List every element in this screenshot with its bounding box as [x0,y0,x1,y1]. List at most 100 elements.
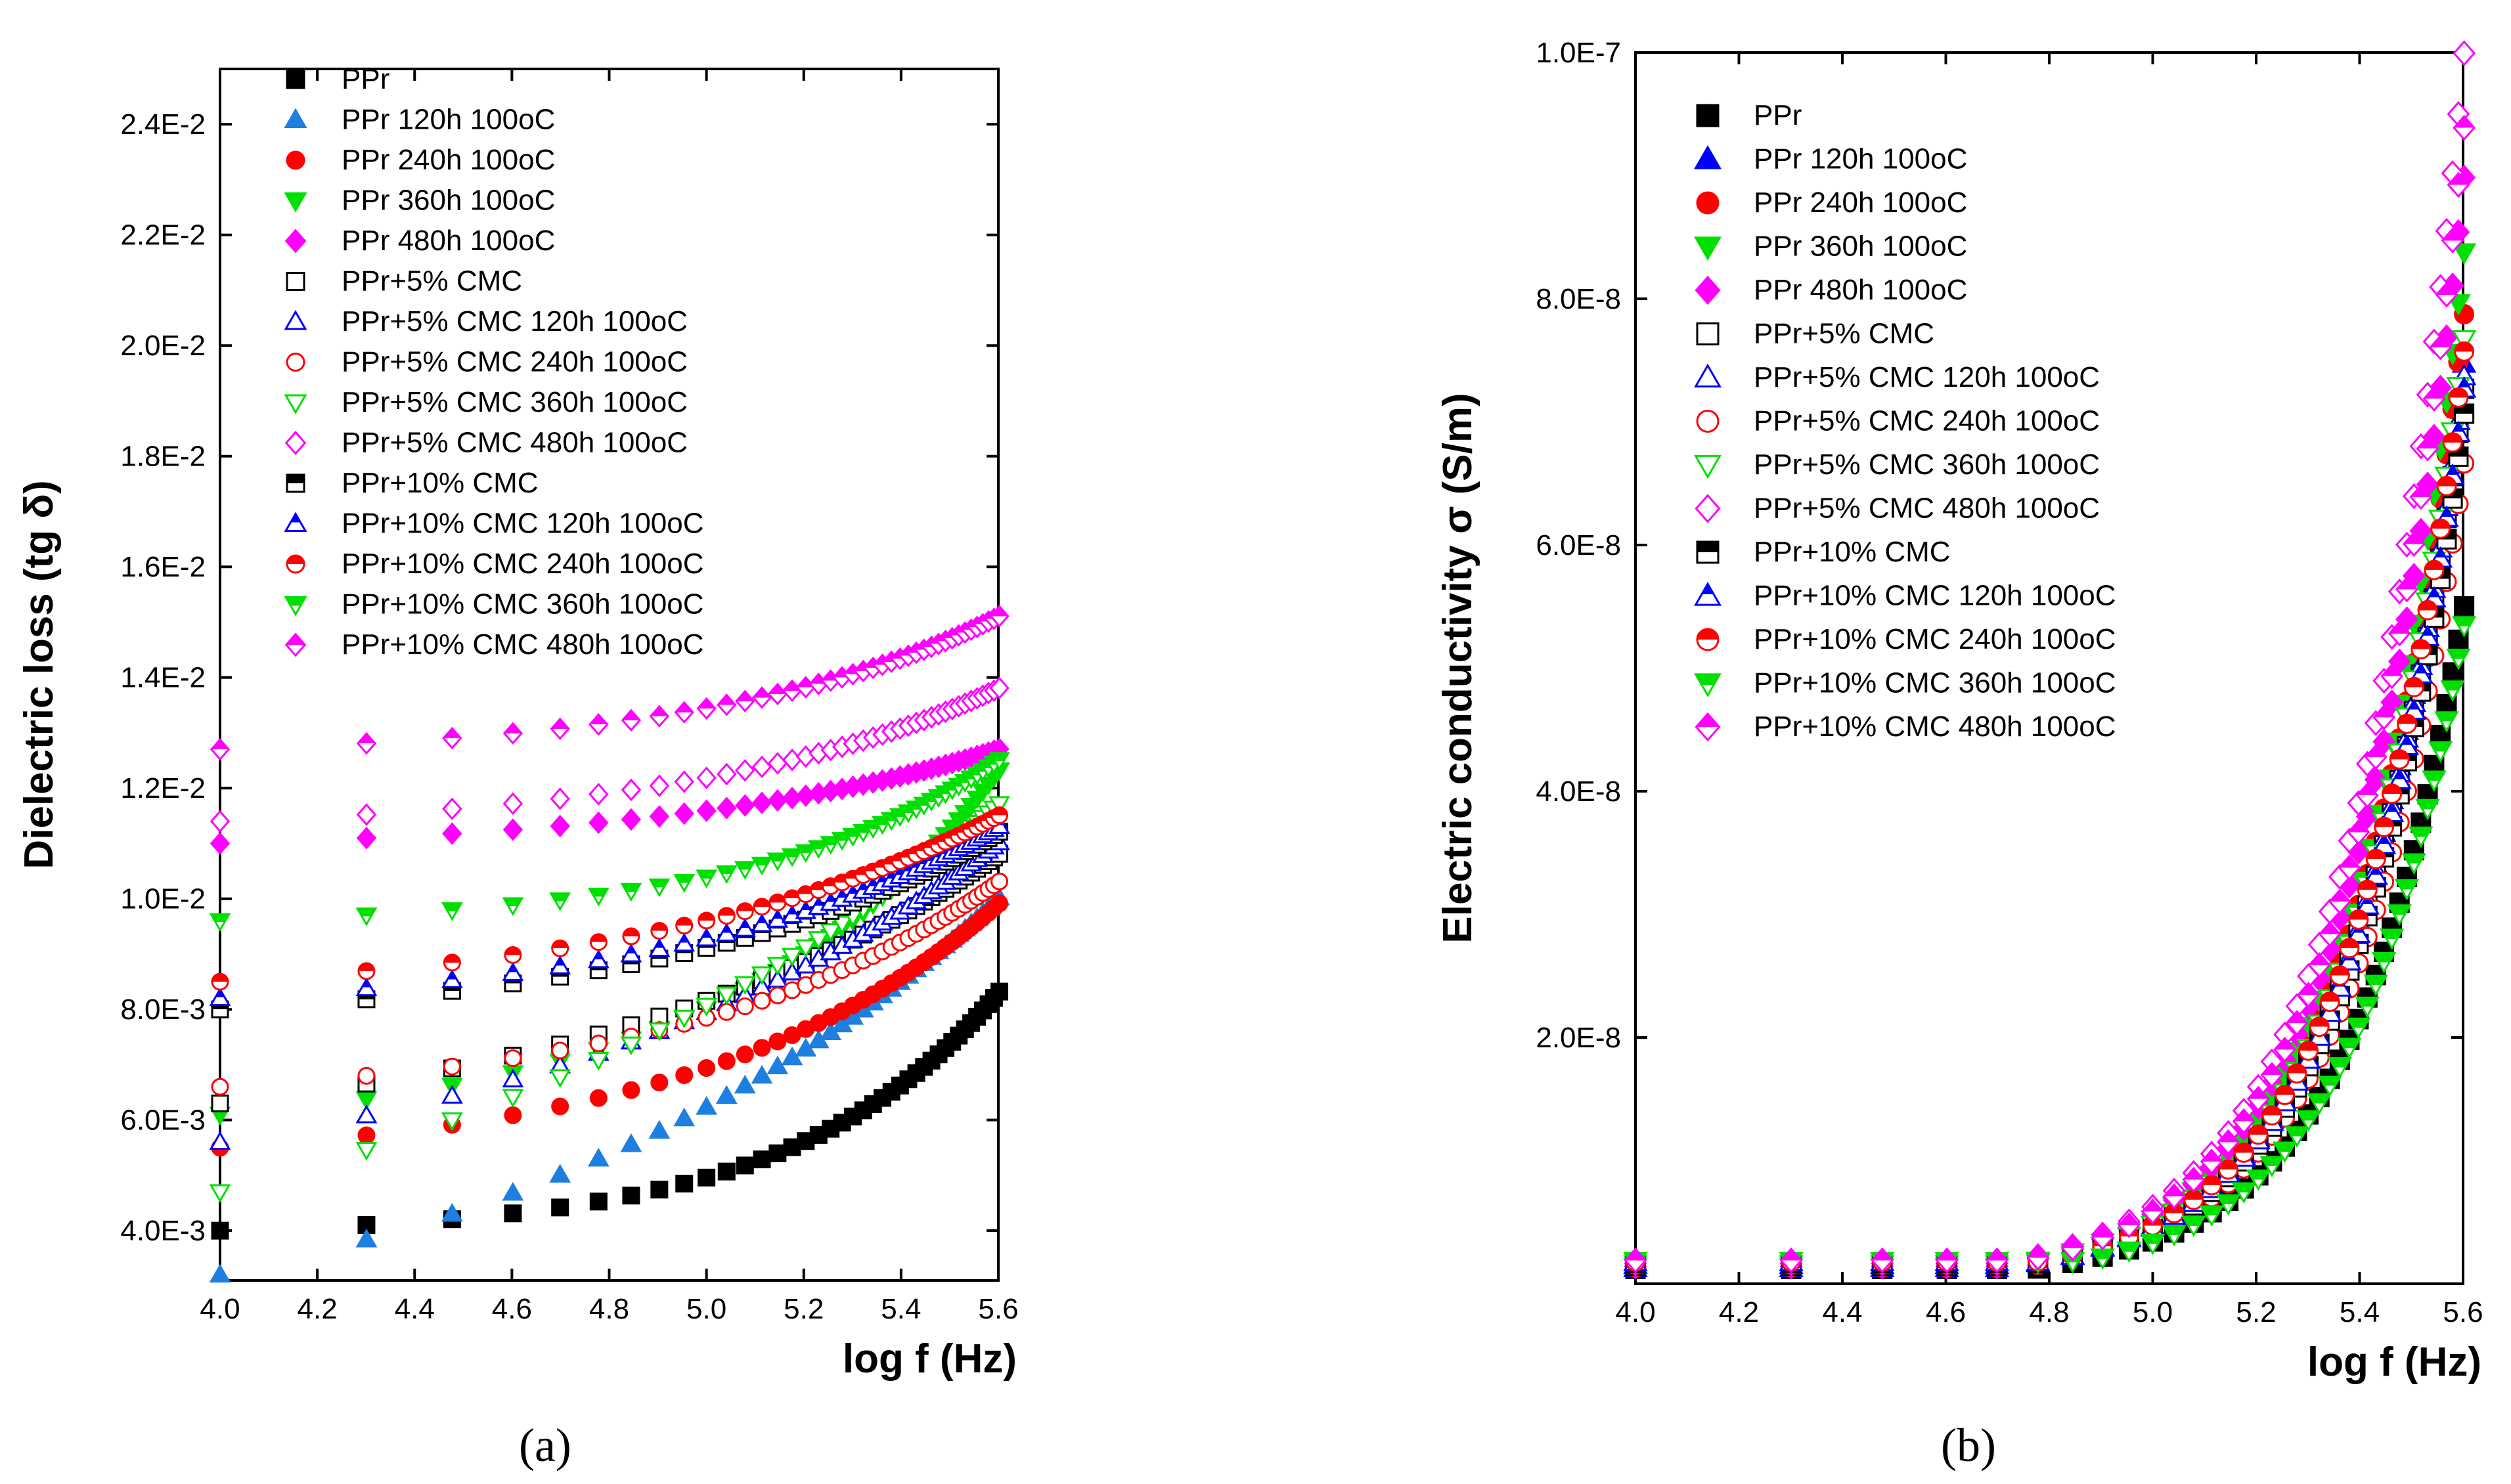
data-point [589,933,608,951]
legend-label: PPr+10% CMC [1754,536,1951,568]
series-ppr-5-cmc-480h-100oc [1624,40,2476,1277]
y-tick-label: 2.4E-2 [120,108,206,141]
data-point [589,1089,608,1107]
data-point [2442,432,2463,453]
data-point [2416,435,2439,462]
legend-item-ppr-240h-100oc: PPr 240h 100oC [286,144,555,176]
data-point [589,811,609,835]
legend-label: PPr 120h 100oC [1754,143,1967,175]
data-point [442,726,462,750]
data-point [621,709,642,732]
data-point [2339,938,2360,959]
x-tick-label: 5.6 [978,1293,1018,1325]
data-point [2026,1244,2050,1271]
data-point [1624,1247,1647,1274]
data-point [2233,1142,2254,1163]
data-point [2275,1085,2296,1106]
data-point [2422,385,2446,412]
data-point [2201,1175,2222,1196]
data-point [736,1156,754,1175]
data-point [734,918,756,937]
legend-marker [1695,494,1721,523]
data-point [715,986,738,1006]
legend-label: PPr 240h 100oC [1754,186,1967,219]
data-point [696,697,717,720]
data-point [356,731,377,755]
data-point [696,997,718,1017]
data-point [2259,1156,2284,1177]
data-point [989,752,1010,771]
data-point [2307,1093,2332,1115]
y-tick-label: 1.8E-2 [120,441,206,473]
legend-item-ppr-10-cmc-240h-100oc: PPr+10% CMC 240h 100oC [1696,623,2116,655]
legend-label: PPr+10% CMC 480h 100oC [1754,710,2116,743]
data-point [717,762,737,786]
legend-marker [284,596,307,617]
data-point [441,902,463,921]
data-point [768,893,787,911]
y-tick-label: 8.0E-8 [1536,283,1621,315]
data-point [441,1085,463,1104]
data-point [2319,992,2340,1013]
legend-marker [284,229,307,253]
legend-label: PPr 120h 100oC [342,104,555,136]
legend-marker [284,310,307,330]
legend-label: PPr+10% CMC 360h 100oC [342,588,704,621]
x-tick-label: 5.0 [686,1293,726,1325]
data-point [735,759,755,782]
data-point [2364,766,2388,793]
data-point [211,1221,229,1240]
x-tick-label: 4.0 [200,1293,240,1325]
data-point [2317,1076,2342,1097]
data-point [441,1202,463,1222]
data-point [767,682,788,706]
data-point [2453,40,2476,66]
data-point [2417,600,2438,621]
data-point [502,1089,524,1108]
legend-item-ppr-480h-100oc: PPr 480h 100oC [284,225,555,257]
legend-item-ppr-10-cmc-120h-100oc: PPr+10% CMC 120h 100oC [1694,580,2116,612]
data-point [2394,879,2420,901]
legend-label: PPr+5% CMC 120h 100oC [342,305,688,338]
data-point [650,922,669,940]
legend-item-ppr-480h-100oc: PPr 480h 100oC [1695,274,1967,306]
legend-label: PPr+10% CMC 240h 100oC [1754,623,2116,655]
data-point [717,1003,736,1021]
data-point [550,717,570,741]
data-point [751,1064,773,1084]
data-point [751,791,772,815]
series-ppr-10-cmc-120h-100oc [209,815,1010,1007]
data-point [768,1032,787,1051]
data-point [2284,1126,2309,1148]
data-point [1935,1247,1959,1274]
data-point [2409,826,2433,848]
data-point [2372,704,2396,731]
legend-item-ppr-10-cmc-480h-100oc: PPr+10% CMC 480h 100oC [1695,710,2116,743]
legend-item-ppr-10-cmc: PPr+10% CMC [286,467,539,499]
data-point [2215,1194,2241,1216]
data-point [549,955,571,974]
data-point [355,907,378,927]
legend-marker [284,632,307,657]
data-point [2346,1017,2371,1039]
data-point [504,1049,522,1068]
data-point [209,1131,231,1150]
data-point [622,1187,640,1205]
data-point [2140,1233,2166,1255]
data-point [550,814,570,838]
data-point [2327,1057,2353,1079]
legend-item-ppr: PPr [1696,99,1802,131]
series-ppr-10-cmc-480h-100oc [210,604,1010,761]
legend-label: PPr+10% CMC [342,467,539,499]
y-tick-label: 1.0E-7 [1536,37,1621,69]
data-point [210,810,231,833]
data-point [782,679,803,703]
legend-marker [284,108,307,129]
data-point [820,836,842,855]
data-point [210,737,231,761]
data-point [551,1041,569,1060]
data-point [2309,1016,2330,1037]
data-point [2415,798,2440,821]
data-point [990,894,1009,913]
data-point [356,827,377,850]
